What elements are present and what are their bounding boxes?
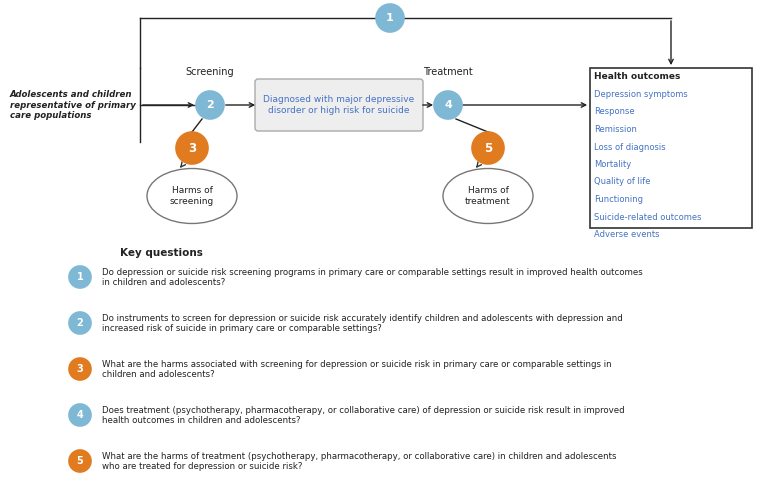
Ellipse shape [147,168,237,224]
Text: Does treatment (psychotherapy, pharmacotherapy, or collaborative care) of depres: Does treatment (psychotherapy, pharmacot… [102,406,625,425]
Text: What are the harms of treatment (psychotherapy, pharmacotherapy, or collaborativ: What are the harms of treatment (psychot… [102,452,616,471]
Text: Health outcomes: Health outcomes [594,72,680,81]
Text: Suicide-related outcomes: Suicide-related outcomes [594,212,701,222]
Text: Harms of
screening: Harms of screening [170,186,214,206]
Text: Diagnosed with major depressive
disorder or high risk for suicide: Diagnosed with major depressive disorder… [264,95,415,115]
FancyBboxPatch shape [590,68,752,228]
Text: Mortality: Mortality [594,160,632,169]
Circle shape [69,450,91,472]
Circle shape [69,358,91,380]
Text: Quality of life: Quality of life [594,178,651,186]
Text: 2: 2 [77,318,84,328]
Text: Remission: Remission [594,125,637,134]
Text: Loss of diagnosis: Loss of diagnosis [594,142,666,151]
Circle shape [472,132,504,164]
Text: Adverse events: Adverse events [594,230,660,239]
Circle shape [196,91,224,119]
Text: 4: 4 [444,100,452,110]
Text: Depression symptoms: Depression symptoms [594,90,688,99]
Text: Response: Response [594,107,635,117]
Text: 3: 3 [188,141,196,154]
Text: Do instruments to screen for depression or suicide risk accurately identify chil: Do instruments to screen for depression … [102,314,622,333]
Text: 4: 4 [77,410,84,420]
Circle shape [176,132,208,164]
Text: What are the harms associated with screening for depression or suicide risk in p: What are the harms associated with scree… [102,360,612,379]
Text: 1: 1 [386,13,394,23]
FancyBboxPatch shape [255,79,423,131]
Text: Do depression or suicide risk screening programs in primary care or comparable s: Do depression or suicide risk screening … [102,268,643,287]
Circle shape [69,404,91,426]
Text: Functioning: Functioning [594,195,643,204]
Text: Harms of
treatment: Harms of treatment [465,186,511,206]
Circle shape [69,266,91,288]
Text: 5: 5 [484,141,492,154]
Text: 3: 3 [77,364,84,374]
Circle shape [69,312,91,334]
Text: Adolescents and children
representative of primary
care populations: Adolescents and children representative … [10,90,136,120]
Text: Treatment: Treatment [423,67,473,77]
Circle shape [376,4,404,32]
Text: 1: 1 [77,272,84,282]
Text: Screening: Screening [185,67,234,77]
Ellipse shape [443,168,533,224]
Text: 5: 5 [77,456,84,466]
Text: 2: 2 [206,100,214,110]
Text: Key questions: Key questions [120,248,203,258]
Circle shape [434,91,462,119]
